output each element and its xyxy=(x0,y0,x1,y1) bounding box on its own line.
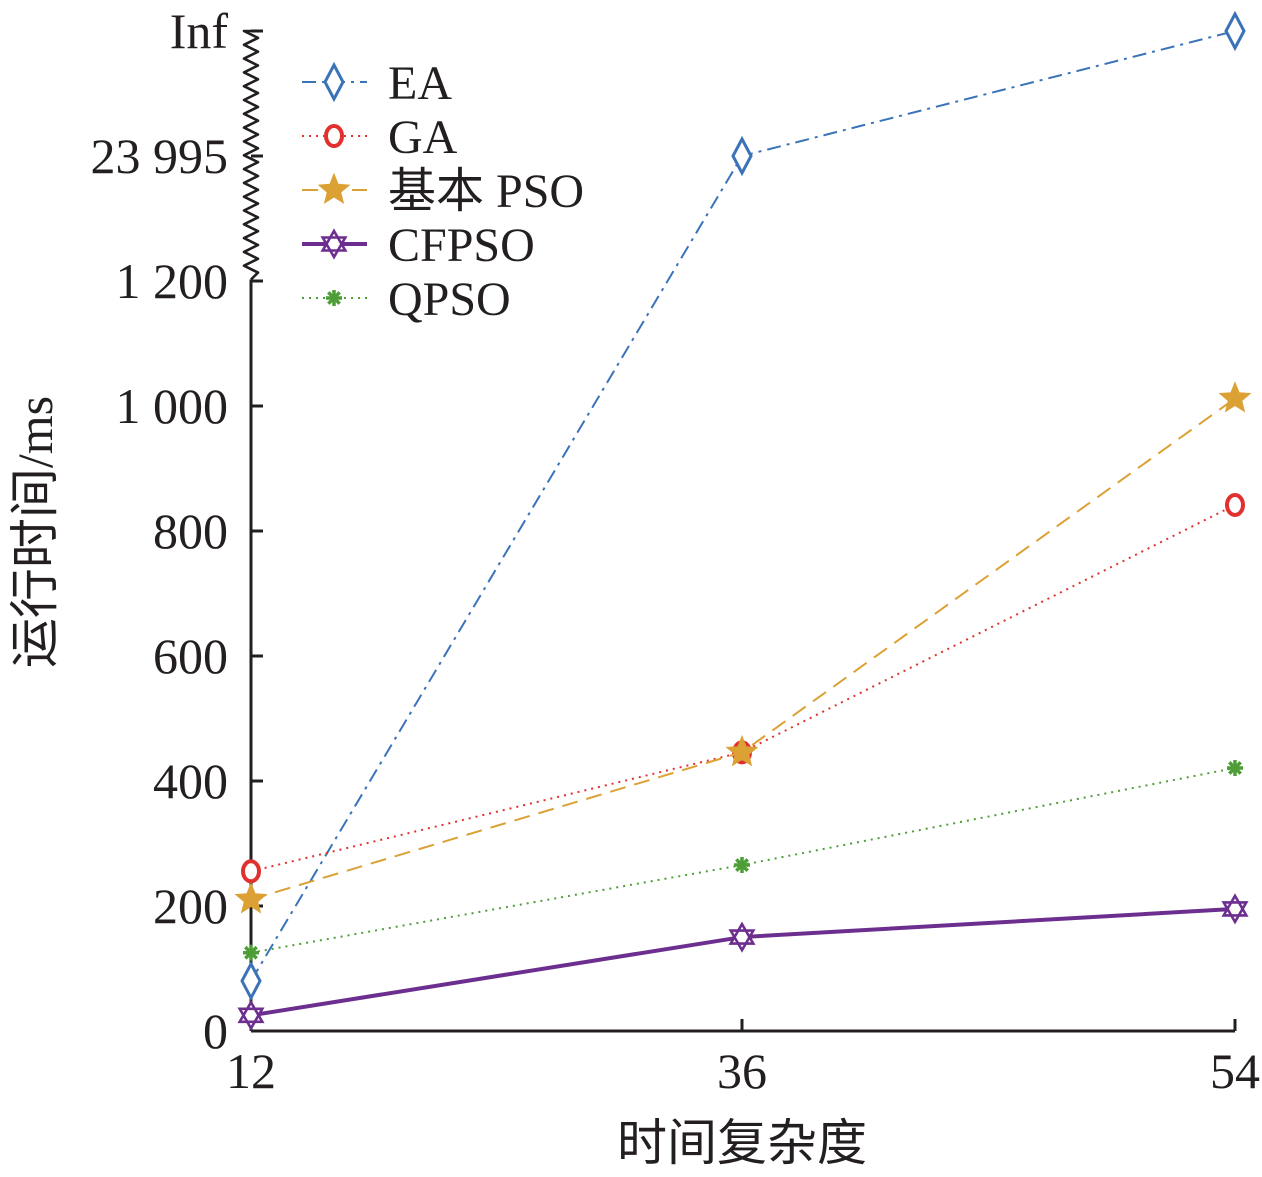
y-tick-label: 23 995 xyxy=(91,128,229,184)
marker-hexagram xyxy=(728,921,756,953)
series-基本-pso xyxy=(234,381,1252,914)
marker-hexagram xyxy=(320,228,348,260)
marker-asterisk-stroke xyxy=(244,945,258,960)
series-ea xyxy=(240,10,1246,1002)
legend-entry: QPSO xyxy=(302,273,511,326)
marker-diamond xyxy=(1224,10,1246,52)
x-tick-label: 12 xyxy=(226,1043,276,1099)
marker-circle xyxy=(1225,492,1245,517)
marker-star xyxy=(234,882,268,914)
x-tick-label: 36 xyxy=(717,1043,767,1099)
y-tick-label: 1 000 xyxy=(116,378,229,434)
marker-circle xyxy=(241,859,261,884)
y-tick-label: 400 xyxy=(153,753,228,809)
marker-diamond xyxy=(240,960,262,1002)
legend-label: QPSO xyxy=(388,273,511,326)
legend-entry: CFPSO xyxy=(302,219,535,272)
axes: 0 200 400 600 800 1 000 1 200 23 995 Inf 12 36 54 xyxy=(91,3,1261,1099)
legend-label: EA xyxy=(388,57,452,110)
marker-asterisk-stroke xyxy=(1228,761,1242,775)
marker-star xyxy=(1218,381,1252,413)
series-line xyxy=(250,397,1236,901)
marker-hexagram xyxy=(237,999,265,1031)
y-axis-title: 运行时间/ms xyxy=(7,396,63,668)
marker-star xyxy=(725,734,759,767)
y-tick-label: 1 200 xyxy=(116,253,229,309)
legend-label: GA xyxy=(388,111,458,164)
marker-diamond xyxy=(323,61,345,103)
series-cfpso xyxy=(237,893,1249,1031)
series-ga xyxy=(241,492,1245,884)
marker-star xyxy=(317,172,351,204)
y-axis-break xyxy=(242,29,260,281)
marker-hexagram xyxy=(1221,893,1249,925)
legend-entry: 基本 PSO xyxy=(302,165,584,218)
y-tick-label: 800 xyxy=(153,503,228,559)
legend-entry: GA xyxy=(302,111,458,164)
legend-entry: EA xyxy=(302,57,452,110)
series-layer xyxy=(234,10,1252,1031)
marker-asterisk-stroke xyxy=(327,291,341,305)
y-tick-label: 0 xyxy=(203,1003,228,1059)
marker-circle xyxy=(324,124,344,148)
legend-label: 基本 PSO xyxy=(388,165,584,218)
series-qpso xyxy=(243,760,1243,961)
marker-asterisk-stroke xyxy=(735,858,749,872)
legend-label: CFPSO xyxy=(388,219,535,272)
y-tick-label: 600 xyxy=(153,628,228,684)
marker-diamond xyxy=(731,135,753,177)
x-tick-label: 54 xyxy=(1210,1043,1260,1099)
y-tick-label: 200 xyxy=(153,878,228,934)
x-axis-title: 时间复杂度 xyxy=(617,1115,867,1171)
y-tick-label: Inf xyxy=(170,3,229,59)
series-line xyxy=(250,504,1236,873)
